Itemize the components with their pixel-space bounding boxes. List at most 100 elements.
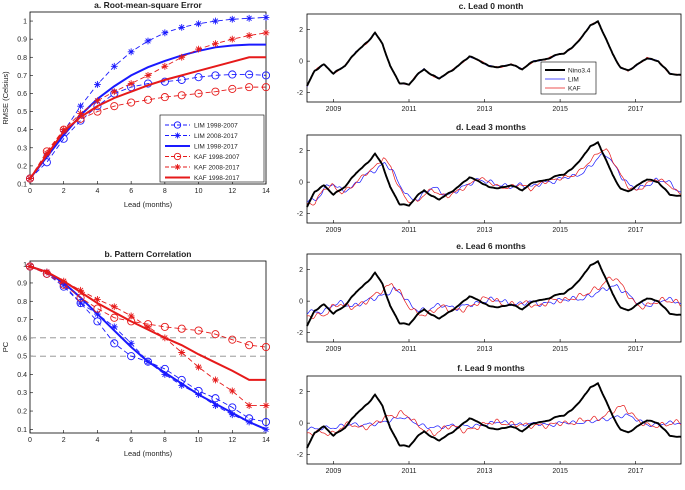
legend-label: KAF 1998-2007 (194, 154, 240, 161)
x-tick-label: 14 (262, 437, 270, 444)
panel-d: d. Lead 3 months 2009 2011 2013 2015 2017 -2 0… (297, 122, 682, 234)
series-line-0 (29, 74, 267, 179)
x-tick-label: 2009 (326, 227, 342, 234)
data-point (93, 107, 102, 116)
lim-line (306, 284, 682, 315)
data-point (262, 14, 270, 21)
kaf-line (306, 22, 682, 87)
data-point (195, 363, 202, 371)
x-tick-label: 2 (62, 437, 66, 444)
y-tick-label: 0 (299, 421, 303, 428)
data-point (211, 330, 220, 339)
x-tick-label: 12 (228, 188, 236, 195)
x-tick-label: 2013 (477, 106, 493, 113)
data-point (195, 20, 202, 28)
x-tick-label: 2015 (552, 227, 568, 234)
data-point (261, 83, 271, 92)
panel-a-ylabel: RMSE (Celsius) (1, 71, 10, 125)
data-point (60, 126, 68, 134)
data-point (178, 23, 186, 31)
legend-label-kaf: KAF (568, 86, 581, 93)
data-point (160, 322, 169, 331)
data-point (77, 102, 84, 110)
data-point (161, 371, 169, 378)
y-tick-label: -2 (297, 211, 303, 218)
x-tick-label: 2017 (628, 227, 644, 234)
data-point (161, 29, 169, 37)
panel-a-title: a. Root-mean-square Error (94, 0, 202, 10)
lim-line (306, 153, 682, 203)
data-point (228, 403, 237, 412)
panel-c: c. Lead 0 month 2009 2011 2013 2015 2017 -2 0 2… (297, 1, 682, 113)
y-tick-label: 2 (299, 148, 303, 155)
x-tick-label: 2009 (326, 106, 342, 113)
x-tick-label: 2011 (401, 346, 416, 353)
data-point (228, 411, 236, 419)
data-point (228, 387, 236, 395)
x-tick-label: 2015 (552, 106, 568, 113)
y-tick-label: 0 (299, 299, 303, 306)
data-point (76, 299, 85, 308)
y-tick-label: 0.5 (17, 354, 27, 361)
y-tick-label: 0 (299, 59, 303, 66)
x-tick-label: 2015 (552, 468, 568, 475)
data-point (143, 357, 153, 366)
panel-e-frame (306, 253, 682, 343)
panel-c-title: c. Lead 0 month (459, 1, 524, 11)
data-point (228, 84, 237, 93)
data-point (211, 71, 220, 80)
legend-label-lim: LIM (568, 77, 579, 84)
y-tick-label: 0.1 (17, 427, 27, 434)
y-tick-label: 1 (23, 262, 27, 269)
data-point (144, 37, 152, 45)
data-point (261, 342, 271, 352)
data-point (127, 312, 135, 320)
data-point (245, 402, 253, 409)
data-point (144, 323, 152, 331)
x-tick-label: 6 (129, 437, 133, 444)
data-point (25, 262, 35, 271)
data-point (94, 81, 101, 88)
series-line-2 (29, 43, 266, 180)
x-tick-label: 2 (62, 188, 66, 195)
legend-label-nino: Nino3.4 (568, 68, 591, 75)
data-point (194, 326, 203, 335)
data-point (211, 87, 220, 96)
data-point (77, 109, 84, 117)
panel-c-legend: Nino3.4 LIM KAF (540, 61, 597, 95)
panel-a-frame (29, 11, 267, 185)
data-point (245, 341, 254, 350)
y-tick-label: 2 (299, 389, 303, 396)
panel-b-ylabel: PC (1, 341, 10, 352)
data-point (245, 14, 253, 22)
data-point (93, 317, 102, 326)
legend-marker (173, 121, 182, 129)
y-tick-label: 1 (23, 19, 27, 26)
series-line-2 (29, 265, 267, 431)
y-tick-label: 0.8 (17, 55, 27, 62)
nino34-line (306, 260, 682, 327)
legend-marker (174, 164, 181, 170)
data-point (177, 324, 186, 333)
data-point (245, 70, 254, 79)
data-point (76, 293, 85, 302)
data-point (194, 89, 203, 98)
legend-marker (173, 152, 182, 161)
x-tick-label: 0 (28, 437, 32, 444)
data-point (110, 102, 119, 111)
panel-b-frame (29, 260, 267, 434)
series-line-3 (29, 266, 267, 348)
y-tick-label: 0.5 (17, 109, 27, 116)
panel-b: b. Pattern Correlation 0 2 4 6 8 10 12 14 0.1 0.2… (1, 249, 271, 458)
data-point (110, 313, 119, 322)
y-tick-label: 0.1 (17, 182, 27, 189)
nino34-line (306, 141, 682, 208)
data-point (94, 97, 101, 105)
y-tick-label: 0.8 (17, 299, 27, 306)
lim-line (306, 21, 682, 88)
data-point (245, 83, 254, 92)
data-point (143, 95, 153, 104)
panel-e-title: e. Lead 6 months (456, 241, 526, 251)
legend-marker (174, 132, 181, 139)
data-point (262, 402, 270, 409)
